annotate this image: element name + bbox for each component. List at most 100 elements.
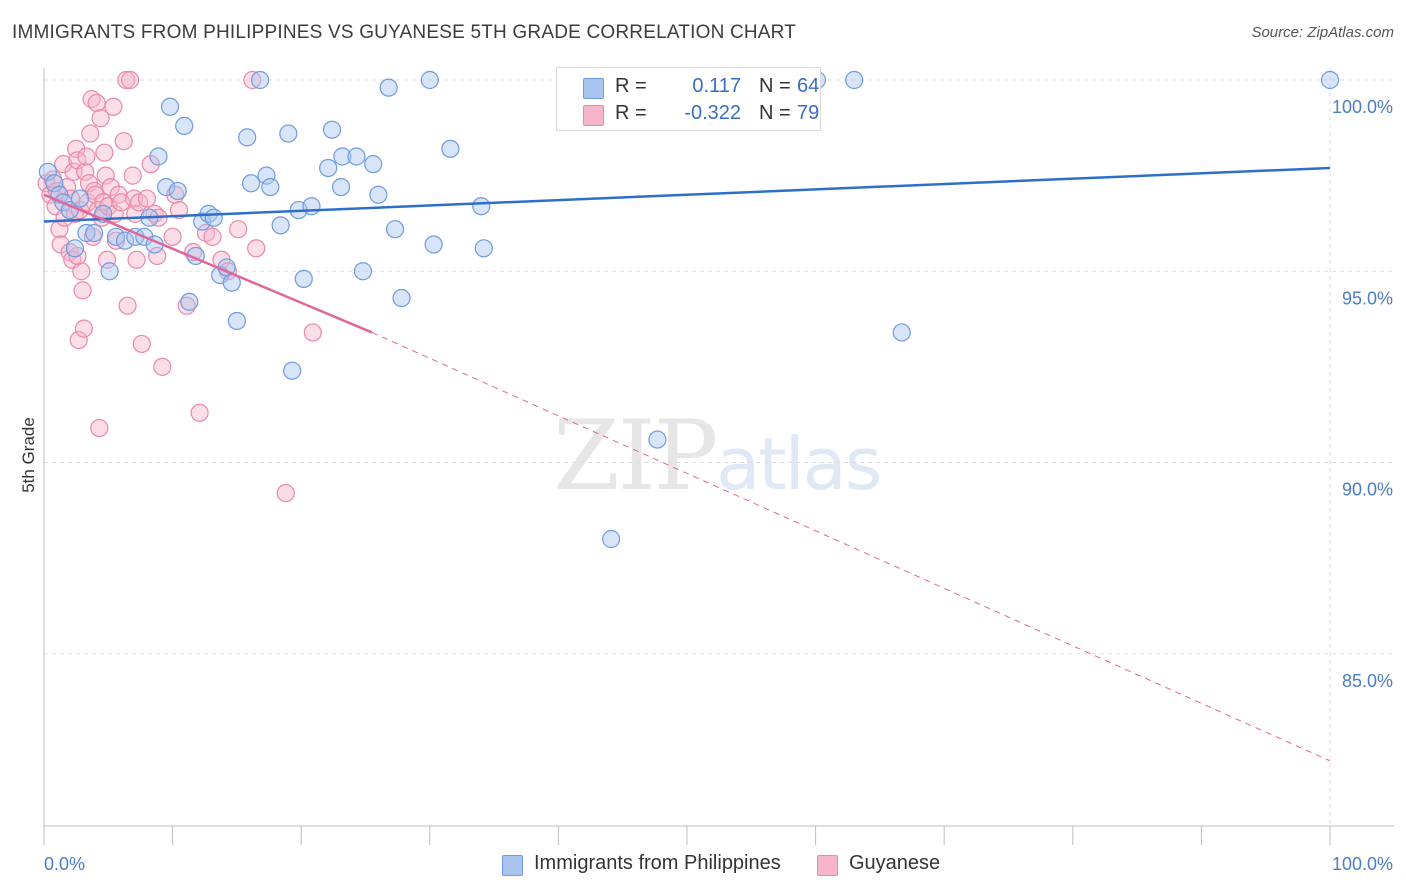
philippines-point-61 xyxy=(845,70,864,90)
guyanese-point-23 xyxy=(77,147,96,166)
guyanese-point-49 xyxy=(118,296,137,315)
philippines-point-20 xyxy=(168,181,187,201)
philippines-point-11 xyxy=(106,227,126,246)
philippines-point-46 xyxy=(347,147,366,166)
guyanese-point-7 xyxy=(54,155,73,174)
guyanese-point-50 xyxy=(121,70,140,90)
guyanese-point-30 xyxy=(86,185,105,204)
guyanese-point-41 xyxy=(101,178,120,197)
guyanese-point-64 xyxy=(169,200,189,220)
philippines-point-50 xyxy=(379,78,398,97)
philippines-point-43 xyxy=(322,120,342,139)
chart-title: IMMIGRANTS FROM PHILIPPINES VS GUYANESE … xyxy=(12,22,797,43)
philippines-point-57 xyxy=(474,239,493,258)
philippines-point-34 xyxy=(257,166,276,185)
philippines-point-44 xyxy=(331,178,351,197)
y-axis-title: 5th Grade xyxy=(19,417,38,493)
philippines-point-31 xyxy=(238,128,257,147)
philippines-point-36 xyxy=(271,216,290,235)
legend-n-label: N = xyxy=(759,75,791,97)
legend-n-value: 79 xyxy=(797,102,820,124)
guyanese-point-69 xyxy=(203,227,222,246)
guyanese-point-37 xyxy=(95,143,114,162)
legend-n-value: 64 xyxy=(797,75,820,97)
philippines-point-32 xyxy=(241,174,261,193)
guyanese-point-67 xyxy=(190,403,209,422)
bottom-legend-label-philippines: Immigrants from Philippines xyxy=(534,852,781,874)
philippines-point-21 xyxy=(175,116,194,136)
philippines-point-6 xyxy=(70,189,90,208)
x-axis-ticks xyxy=(43,826,1331,845)
philippines-point-12 xyxy=(115,231,135,250)
x-tick-label-100: 100.0% xyxy=(1332,854,1393,874)
philippines-point-30 xyxy=(227,311,246,331)
philippines-point-41 xyxy=(302,197,321,216)
legend-r-value: 0.117 xyxy=(692,75,741,97)
guyanese-point-77 xyxy=(148,246,167,266)
trend-lines xyxy=(43,166,1331,762)
legend-r-label: R = xyxy=(615,75,647,97)
watermark-zip: ZIP xyxy=(553,400,718,512)
philippines-point-54 xyxy=(424,235,443,254)
guyanese-point-19 xyxy=(72,262,91,281)
guyanese-point-73 xyxy=(243,70,262,90)
philippines-point-56 xyxy=(472,197,491,216)
philippines-point-53 xyxy=(420,70,439,90)
philippines-point-42 xyxy=(319,158,338,178)
legend-swatch-pink xyxy=(583,105,604,126)
philippines-point-10 xyxy=(100,262,119,281)
philippines-point-17 xyxy=(149,147,168,166)
legend-r-value: -0.322 xyxy=(684,102,741,124)
zipatlas-watermark: ZIPatlas xyxy=(553,400,882,512)
axes xyxy=(43,68,1394,827)
y-tick-label-95: 95.0% xyxy=(1342,288,1393,308)
philippines-point-0 xyxy=(38,162,57,181)
guyanese-point-74 xyxy=(247,239,266,258)
philippines-point-33 xyxy=(250,70,270,90)
philippines-point-59 xyxy=(648,430,667,449)
guyanese-point-38 xyxy=(96,166,115,185)
philippines-point-35 xyxy=(261,178,280,197)
y-tick-labels: 85.0% 90.0% 95.0% 100.0% xyxy=(1332,97,1393,691)
y-tick-label-85: 85.0% xyxy=(1342,671,1393,691)
philippines-point-26 xyxy=(204,208,223,227)
philippines-point-55 xyxy=(441,139,460,158)
philippines-point-22 xyxy=(180,292,199,311)
philippines-point-1 xyxy=(45,174,64,193)
watermark-atlas: atlas xyxy=(716,422,882,506)
guyanese-point-57 xyxy=(137,189,156,208)
philippines-point-37 xyxy=(279,124,298,143)
philippines-points xyxy=(38,70,1340,549)
source-label: Source: ZipAtlas.com xyxy=(1251,24,1394,41)
bottom-legend-swatch-blue xyxy=(502,855,523,876)
guyanese-points xyxy=(37,70,322,503)
guyanese-point-47 xyxy=(114,132,133,151)
legend-r-label: R = xyxy=(615,102,647,124)
guyanese-point-34 xyxy=(91,109,110,128)
philippines-point-38 xyxy=(283,361,302,380)
philippines-trend-line xyxy=(43,166,1331,223)
guyanese-point-20 xyxy=(73,281,92,300)
guyanese-point-61 xyxy=(153,357,172,376)
philippines-point-47 xyxy=(353,262,373,281)
guyanese-point-26 xyxy=(81,124,100,143)
stats-legend: R = 0.117 N = 64 R = -0.322 N = 79 xyxy=(556,67,821,131)
guyanese-point-21 xyxy=(74,319,93,338)
philippines-point-19 xyxy=(160,97,180,116)
y-tick-label-90: 90.0% xyxy=(1342,480,1393,500)
guyanese-point-15 xyxy=(67,139,86,158)
guyanese-point-22 xyxy=(76,162,95,181)
guyanese-point-33 xyxy=(90,418,109,438)
philippines-point-58 xyxy=(602,529,621,549)
philippines-point-40 xyxy=(294,269,313,288)
legend-swatch-blue xyxy=(583,78,604,99)
philippines-point-5 xyxy=(65,239,84,258)
philippines-point-7 xyxy=(77,223,96,243)
guyanese-point-17 xyxy=(69,331,88,350)
philippines-point-52 xyxy=(392,288,411,308)
philippines-point-45 xyxy=(333,147,352,166)
guyanese-point-31 xyxy=(87,93,106,113)
philippines-point-63 xyxy=(1320,70,1340,90)
legend-n-label: N = xyxy=(759,102,791,124)
